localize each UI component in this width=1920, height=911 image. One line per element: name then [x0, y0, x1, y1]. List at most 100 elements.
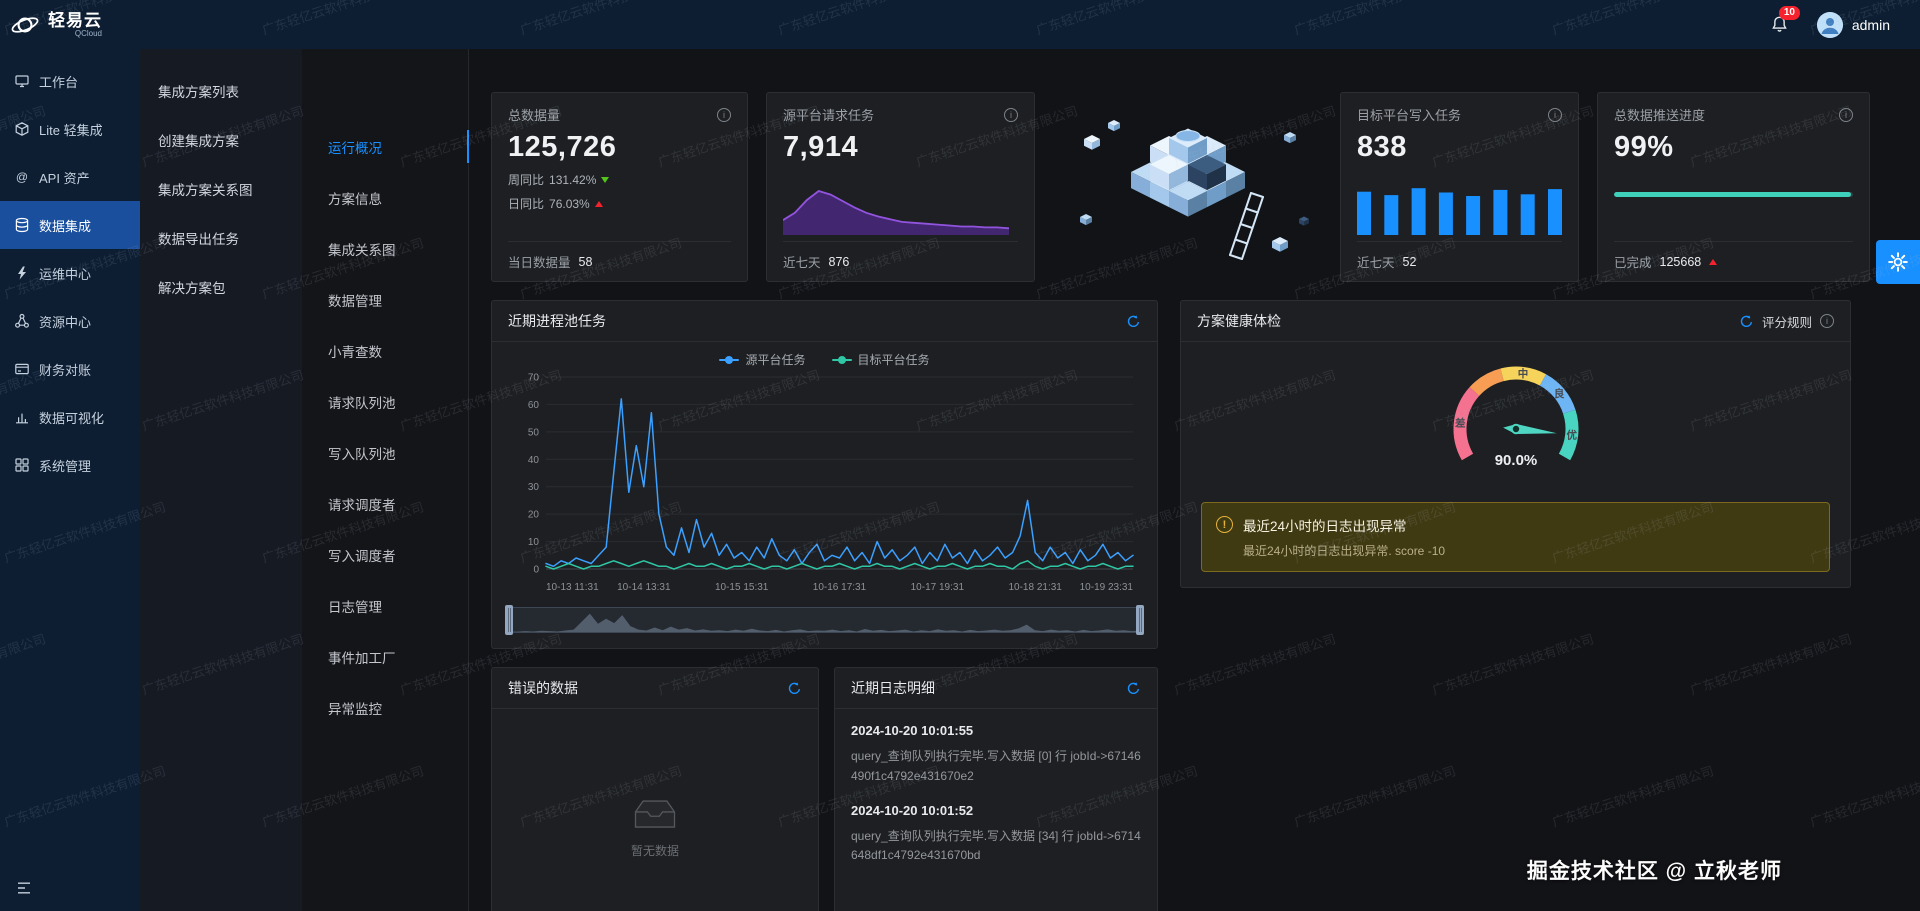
tabs-column: 运行概况 方案信息 集成关系图 数据管理 小青查数 请求队列池 写入队列池 请求…	[302, 49, 469, 911]
svg-text:30: 30	[528, 482, 540, 493]
logo: 轻易云 QCloud	[0, 0, 140, 49]
info-icon[interactable]: i	[1548, 107, 1562, 122]
main-nav: 工作台 Lite 轻集成 @ API 资产 数据集成 运维中心 资源中心	[0, 49, 140, 865]
logo-title: 轻易云	[48, 10, 102, 30]
tab-xiaoqing-query[interactable]: 小青查数	[328, 344, 382, 360]
stat-title: 目标平台写入任务	[1357, 108, 1462, 123]
warning-icon: !	[1216, 516, 1233, 533]
chart-legend: 源平台任务 目标平台任务	[492, 342, 1157, 369]
alert-title: 最近24小时的日志出现异常	[1243, 519, 1407, 534]
svg-text:60: 60	[528, 400, 540, 411]
caret-up-icon	[1709, 258, 1718, 265]
submenu-item-plan-list[interactable]: 集成方案列表	[158, 84, 239, 100]
log-entry: 2024-10-20 10:01:52 query_查询队列执行完毕.写入数据 …	[851, 803, 1141, 867]
qcloud-logo-icon	[10, 10, 40, 40]
tab-event-factory[interactable]: 事件加工厂	[328, 650, 396, 666]
health-alert: ! 最近24小时的日志出现异常 最近24小时的日志出现异常. score -10	[1201, 502, 1830, 572]
datazoom-shadow-chart	[509, 613, 1140, 632]
source-requests-sparkline	[783, 190, 1009, 235]
submenu: 集成方案列表 创建集成方案 集成方案关系图 数据导出任务 解决方案包	[140, 49, 302, 911]
sidebar-item-data-integration[interactable]: 数据集成	[0, 201, 140, 249]
tab-run-overview[interactable]: 运行概况	[302, 121, 469, 172]
tab-write-queue-pool[interactable]: 写入队列池	[328, 446, 396, 462]
credit-text: 掘金技术社区 @ 立秋老师	[1526, 860, 1782, 883]
sidebar-item-workbench[interactable]: 工作台	[0, 57, 140, 105]
at-sign-icon: @	[14, 169, 30, 185]
svg-text:10-18 21:31: 10-18 21:31	[1008, 582, 1062, 593]
refresh-icon[interactable]	[787, 681, 802, 696]
sidebar-item-system-management[interactable]: 系统管理	[0, 441, 140, 489]
nodes-icon	[14, 313, 30, 329]
tab-log-management[interactable]: 日志管理	[328, 599, 382, 615]
scoring-rules-link[interactable]: 评分规则	[1761, 315, 1812, 330]
tab-exception-monitor[interactable]: 异常监控	[328, 701, 382, 717]
legend-item[interactable]: 目标平台任务	[831, 351, 930, 368]
stat-title: 总数据量	[508, 108, 561, 123]
chart-datazoom-slider[interactable]	[505, 605, 1144, 635]
svg-text:50: 50	[528, 427, 540, 438]
info-icon[interactable]: i	[1839, 107, 1853, 122]
svg-text:40: 40	[528, 455, 540, 466]
stat-value: 838	[1357, 131, 1407, 163]
lightning-icon	[14, 265, 30, 281]
tab-data-management[interactable]: 数据管理	[328, 293, 382, 309]
process-pool-line-chart: 0 10 20 30 40 50 60 70 10-13 11:31 10-14 13:31 10-…	[528, 373, 1134, 593]
user-menu[interactable]: admin	[1816, 11, 1890, 38]
info-icon[interactable]: i	[1004, 107, 1018, 122]
collapse-sidebar-button[interactable]	[0, 865, 140, 911]
svg-text:@: @	[16, 170, 28, 184]
log-entry: 2024-10-20 10:01:55 query_查询队列执行完毕.写入数据 …	[851, 723, 1141, 787]
submenu-item-solution-package[interactable]: 解决方案包	[158, 280, 226, 296]
svg-text:10-16 17:31: 10-16 17:31	[813, 582, 867, 593]
stat-value: 99%	[1614, 131, 1674, 163]
health-score-gauge: 差 中良优 90.0%	[1453, 366, 1579, 469]
refresh-icon[interactable]	[1126, 681, 1141, 696]
sidebar-item-ops-center[interactable]: 运维中心	[0, 249, 140, 297]
svg-text:20: 20	[528, 510, 540, 521]
database-icon	[14, 217, 30, 233]
sidebar-item-api-assets[interactable]: @ API 资产	[14, 169, 90, 186]
tab-plan-info[interactable]: 方案信息	[328, 191, 382, 207]
tab-request-scheduler[interactable]: 请求调度者	[328, 497, 396, 513]
stat-card-push-progress: 总数据推送进度 i 99% 已完成 125668	[1597, 92, 1870, 282]
sidebar-item-finance-reconciliation[interactable]: 财务对账	[0, 345, 140, 393]
log-timestamp: 2024-10-20 10:01:55	[851, 723, 974, 738]
submenu-item-data-export-task[interactable]: 数据导出任务	[158, 231, 239, 247]
isometric-cubes-illustration	[1053, 92, 1322, 282]
health-check-panel: 方案健康体检 评分规则 i 差 中良优 90.0% !	[1180, 300, 1851, 588]
sidebar-item-lite-integration[interactable]: Lite 轻集成	[0, 105, 140, 153]
logo-subtitle: QCloud	[74, 28, 102, 38]
svg-text:10-13 11:31: 10-13 11:31	[546, 582, 599, 593]
submenu-item-create-plan[interactable]: 创建集成方案	[158, 133, 239, 149]
grid-icon	[14, 457, 30, 473]
datazoom-handle-left[interactable]	[505, 605, 513, 635]
tab-request-queue-pool[interactable]: 请求队列池	[328, 395, 396, 411]
info-icon[interactable]: i	[1820, 314, 1834, 328]
empty-state: 暂无数据	[492, 709, 818, 911]
datazoom-handle-right[interactable]	[1136, 605, 1144, 635]
push-progress-bar	[1614, 192, 1853, 197]
sidebar-item-resource-center[interactable]: 资源中心	[0, 297, 140, 345]
log-message: query_查询队列执行完毕.写入数据 [34] 行 jobId->671464…	[851, 828, 1141, 863]
submenu-item-plan-relation-graph[interactable]: 集成方案关系图	[158, 182, 253, 198]
refresh-icon[interactable]	[1739, 314, 1754, 329]
info-icon[interactable]: i	[717, 107, 731, 122]
legend-item[interactable]: 源平台任务	[719, 351, 806, 368]
monitor-icon	[14, 73, 30, 89]
refresh-icon[interactable]	[1126, 314, 1141, 329]
stat-card-total-data: 总数据量 i 125,726 周同比 131.42% 日同比 76.03%	[491, 92, 748, 282]
sidebar-item-data-visualization[interactable]: 数据可视化	[0, 393, 140, 441]
svg-text:70: 70	[528, 373, 540, 384]
svg-text:优: 优	[1566, 428, 1577, 441]
stat-title: 源平台请求任务	[783, 108, 875, 123]
notification-bell[interactable]: 10	[1770, 6, 1800, 34]
stat-card-source-requests: 源平台请求任务 i 7,914 近七天 876	[766, 92, 1035, 282]
notification-badge: 10	[1778, 6, 1800, 20]
caret-up-icon	[594, 200, 603, 207]
stat-card-target-writes: 目标平台写入任务 i 838 近七天 52	[1340, 92, 1579, 282]
topbar: 10 admin	[140, 0, 1920, 49]
tab-integration-graph[interactable]: 集成关系图	[328, 242, 396, 258]
settings-gear-button[interactable]	[1876, 240, 1920, 284]
tab-write-scheduler[interactable]: 写入调度者	[328, 548, 396, 564]
